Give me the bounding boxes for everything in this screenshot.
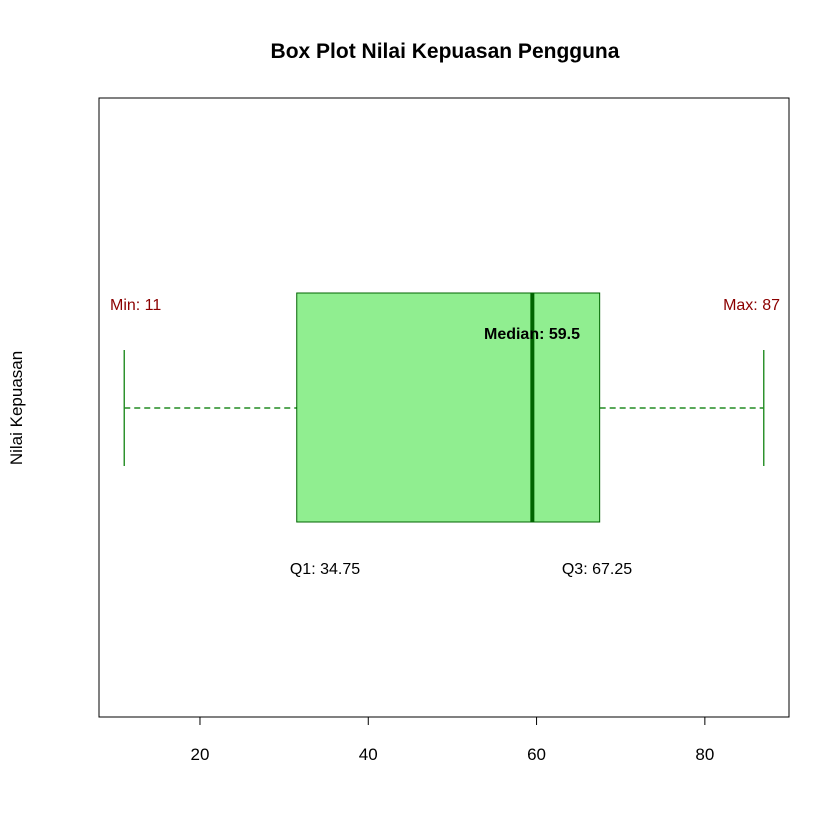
q1-label: Q1: 34.75 <box>290 561 360 578</box>
x-axis: 20 40 60 80 <box>191 716 714 764</box>
chart-title: Box Plot Nilai Kepuasan Pengguna <box>271 40 620 63</box>
q3-label: Q3: 67.25 <box>562 561 632 578</box>
x-tick-label: 20 <box>191 745 210 764</box>
x-tick-label: 40 <box>359 745 378 764</box>
median-label: Median: 59.5 <box>484 326 580 343</box>
x-tick-label: 60 <box>527 745 546 764</box>
iqr-box <box>296 292 601 523</box>
plot-area <box>123 292 765 523</box>
min-label: Min: 11 <box>110 297 161 314</box>
y-axis-label: Nilai Kepuasan <box>7 351 26 465</box>
max-label: Max: 87 <box>723 297 780 314</box>
x-tick-label: 80 <box>695 745 714 764</box>
